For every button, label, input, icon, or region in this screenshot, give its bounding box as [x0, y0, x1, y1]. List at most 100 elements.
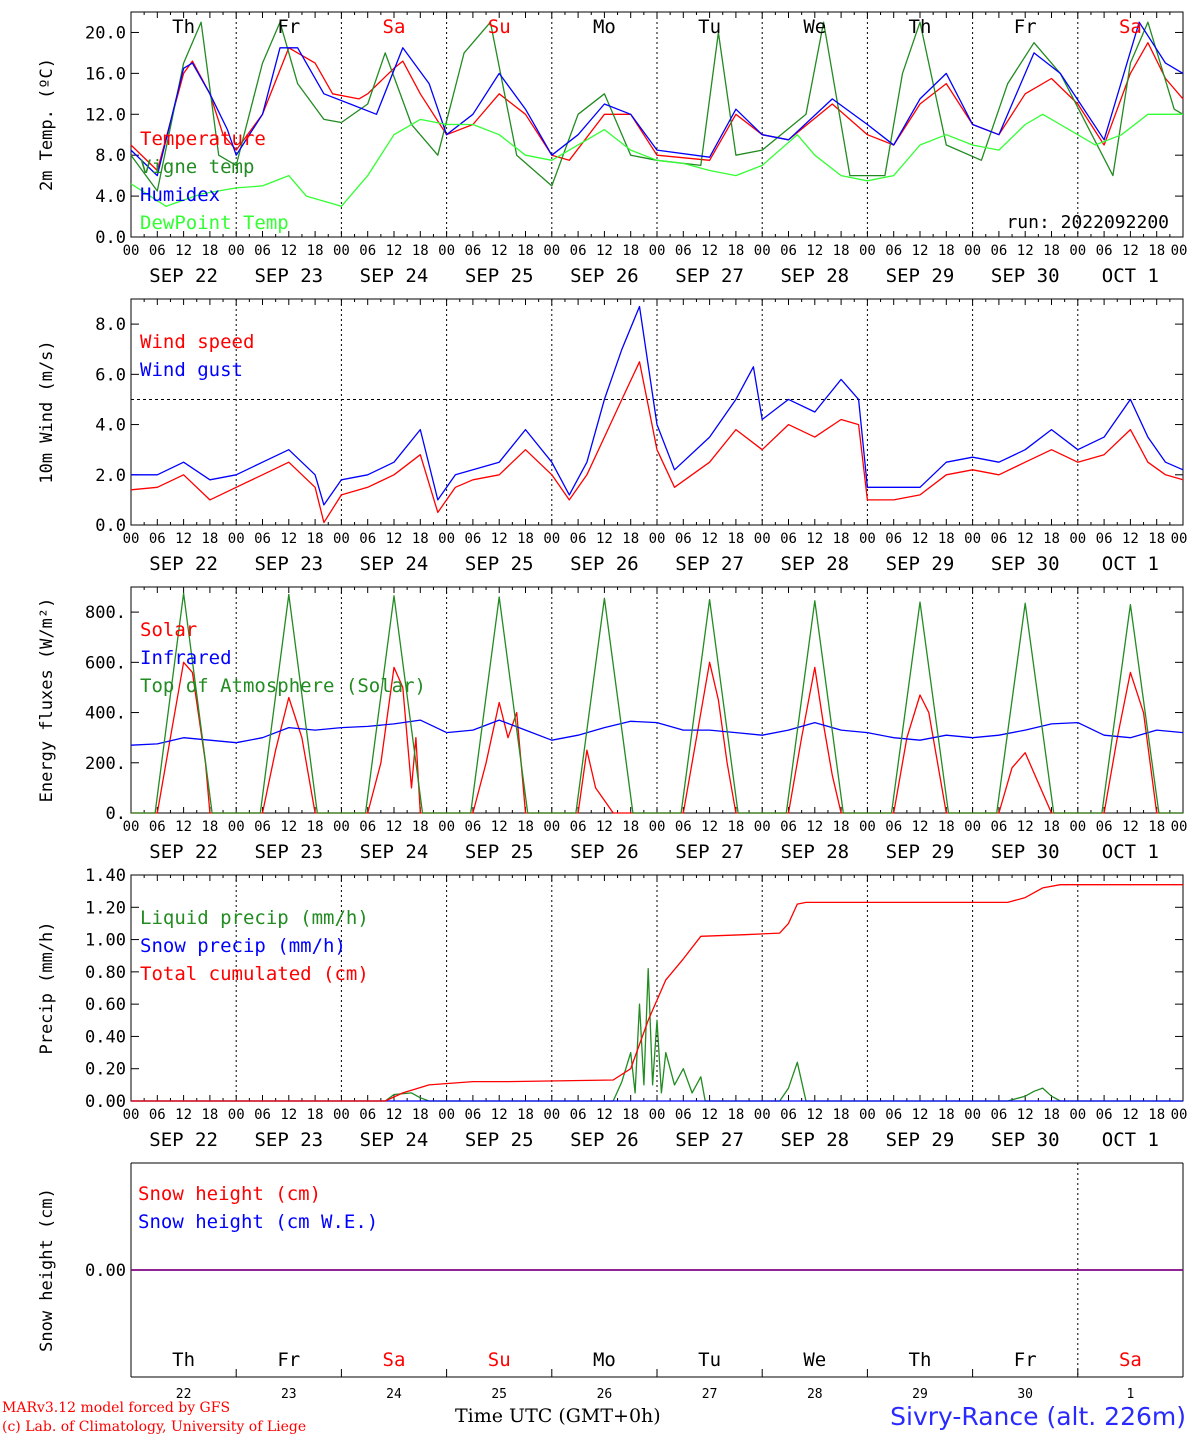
hour-tick-label: 00 — [438, 243, 455, 259]
date-label: OCT 1 — [1102, 553, 1159, 575]
bottom-day-label: 29 — [912, 1387, 928, 1402]
hour-tick-label: 00 — [543, 531, 560, 547]
hour-tick-label: 06 — [570, 1107, 587, 1123]
hour-tick-label: 18 — [201, 531, 218, 547]
hour-tick-label: 00 — [1069, 819, 1086, 835]
hour-tick-label: 18 — [517, 1107, 534, 1123]
hour-tick-label: 00 — [1171, 243, 1188, 259]
hour-tick-label: 06 — [885, 819, 902, 835]
bottom-day-label: 24 — [386, 1387, 402, 1402]
hour-tick-label: 00 — [649, 1107, 666, 1123]
hour-tick-label: 18 — [201, 243, 218, 259]
hour-tick-label: 00 — [543, 819, 560, 835]
hour-tick-label: 18 — [727, 1107, 744, 1123]
series-total-cumulated-cm-line — [131, 884, 1183, 1102]
hour-tick-label: 12 — [596, 531, 613, 547]
y-axis-label: Precip (mm/h) — [37, 921, 57, 1054]
date-label: SEP 23 — [254, 841, 323, 863]
date-label: SEP 27 — [675, 553, 744, 575]
y-tick-label: 600. — [85, 653, 126, 673]
hour-tick-label: 06 — [990, 819, 1007, 835]
hour-tick-label: 12 — [701, 531, 718, 547]
hour-tick-label: 12 — [596, 819, 613, 835]
hour-tick-label: 06 — [675, 243, 692, 259]
legend-entry: Wind gust — [140, 359, 243, 381]
hour-tick-label: 18 — [1148, 1107, 1165, 1123]
hour-tick-label: 12 — [491, 1107, 508, 1123]
bottom-day-label: 23 — [281, 1387, 297, 1402]
hour-tick-label: 12 — [386, 1107, 403, 1123]
date-label: SEP 30 — [991, 553, 1060, 575]
date-label: SEP 24 — [360, 265, 429, 287]
hour-tick-label: 00 — [1069, 531, 1086, 547]
weekday-label: Tu — [698, 16, 721, 38]
y-tick-label: 8.0 — [95, 146, 126, 166]
bottom-day-label: 1 — [1126, 1387, 1134, 1402]
hour-tick-label: 00 — [123, 1107, 140, 1123]
weekday-label: Sa — [1119, 16, 1142, 38]
hour-tick-label: 06 — [149, 243, 166, 259]
date-label: SEP 29 — [886, 1129, 955, 1151]
hour-tick-label: 06 — [570, 819, 587, 835]
date-label: SEP 24 — [360, 553, 429, 575]
hour-tick-label: 00 — [228, 819, 245, 835]
hour-tick-label: 00 — [859, 819, 876, 835]
bottom-day-label: 25 — [491, 1387, 507, 1402]
hour-tick-label: 00 — [333, 531, 350, 547]
hour-tick-label: 00 — [649, 243, 666, 259]
hour-tick-label: 18 — [1148, 531, 1165, 547]
hour-tick-label: 18 — [833, 243, 850, 259]
hour-tick-label: 12 — [491, 819, 508, 835]
hour-tick-label: 18 — [201, 1107, 218, 1123]
hour-tick-label: 12 — [175, 1107, 192, 1123]
legend-entry: Vigne temp — [140, 156, 254, 178]
hour-tick-label: 06 — [570, 531, 587, 547]
hour-tick-label: 12 — [806, 243, 823, 259]
y-tick-label: 800. — [85, 603, 126, 623]
hour-tick-label: 06 — [990, 531, 1007, 547]
hour-tick-label: 06 — [464, 819, 481, 835]
date-label: SEP 22 — [149, 841, 218, 863]
hour-tick-label: 12 — [280, 243, 297, 259]
date-label: OCT 1 — [1102, 841, 1159, 863]
credit-line-1: MARv3.12 model forced by GFS — [2, 1400, 231, 1416]
y-tick-label: 4.0 — [95, 187, 126, 207]
hour-tick-label: 06 — [149, 1107, 166, 1123]
y-tick-label: 0.80 — [85, 963, 126, 983]
hour-tick-label: 06 — [885, 531, 902, 547]
hour-tick-label: 18 — [622, 1107, 639, 1123]
hour-tick-label: 18 — [727, 819, 744, 835]
hour-tick-label: 12 — [175, 531, 192, 547]
hour-tick-label: 00 — [123, 531, 140, 547]
hour-tick-label: 12 — [386, 531, 403, 547]
hour-tick-label: 00 — [649, 819, 666, 835]
hour-tick-label: 06 — [149, 819, 166, 835]
hour-tick-label: 00 — [1171, 819, 1188, 835]
hour-tick-label: 18 — [307, 819, 324, 835]
hour-tick-label: 18 — [1043, 1107, 1060, 1123]
hour-tick-label: 18 — [727, 531, 744, 547]
hour-tick-label: 06 — [254, 819, 271, 835]
hour-tick-label: 06 — [254, 531, 271, 547]
hour-tick-label: 12 — [806, 1107, 823, 1123]
date-label: SEP 25 — [465, 553, 534, 575]
hour-tick-label: 00 — [1069, 243, 1086, 259]
hour-tick-label: 12 — [596, 243, 613, 259]
hour-tick-label: 00 — [228, 531, 245, 547]
date-label: OCT 1 — [1102, 1129, 1159, 1151]
hour-tick-label: 18 — [622, 819, 639, 835]
hour-tick-label: 06 — [464, 531, 481, 547]
y-axis-label: 10m Wind (m/s) — [37, 340, 57, 483]
y-tick-label: 0.0 — [95, 516, 126, 536]
weekday-label: Mo — [593, 16, 616, 38]
hour-tick-label: 00 — [1171, 1107, 1188, 1123]
hour-tick-label: 18 — [1043, 819, 1060, 835]
hour-tick-label: 18 — [938, 1107, 955, 1123]
hour-tick-label: 06 — [254, 1107, 271, 1123]
hour-tick-label: 00 — [123, 819, 140, 835]
hour-tick-label: 18 — [517, 819, 534, 835]
hour-tick-label: 18 — [517, 531, 534, 547]
y-axis-label: 2m Temp. (ºC) — [37, 58, 57, 191]
date-label: SEP 27 — [675, 841, 744, 863]
